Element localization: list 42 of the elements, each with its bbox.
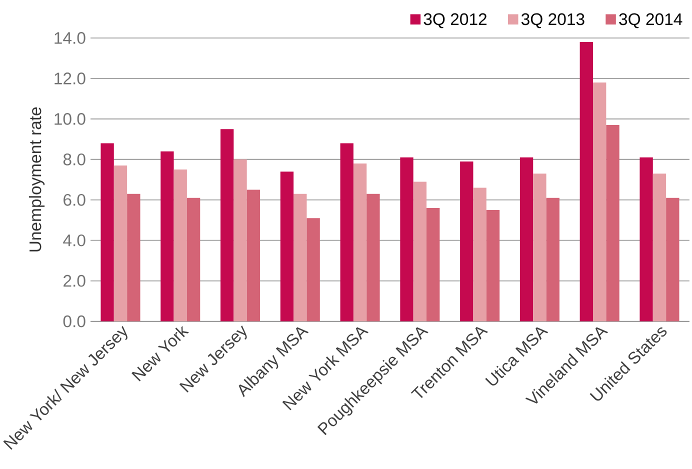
bar <box>246 190 260 322</box>
y-tick-label: 14.0 <box>54 32 86 44</box>
bar <box>606 124 620 322</box>
bar <box>400 157 414 322</box>
legend-label: 3Q 2014 <box>619 13 682 28</box>
bar <box>473 188 486 322</box>
bar <box>220 128 234 322</box>
bar <box>666 198 680 322</box>
y-tick-label: 6.0 <box>64 194 86 206</box>
bar <box>127 194 140 322</box>
bar <box>580 42 594 322</box>
bar <box>486 210 500 322</box>
bar <box>114 165 128 322</box>
y-tick-label: 4.0 <box>63 234 86 246</box>
bar <box>174 169 187 322</box>
bar <box>306 218 320 322</box>
bar <box>340 143 354 322</box>
bar <box>186 198 200 322</box>
bar <box>366 194 380 322</box>
y-tick-label: 0.0 <box>63 315 86 328</box>
bar <box>593 82 606 322</box>
bar <box>460 161 474 322</box>
y-tick-label: 12.0 <box>54 72 86 84</box>
bar <box>426 208 440 322</box>
bar <box>100 143 114 322</box>
bar <box>160 151 174 322</box>
bar <box>546 198 560 322</box>
bar <box>640 157 653 322</box>
y-tick-label: 10.0 <box>54 112 86 125</box>
bar <box>520 157 534 322</box>
legend-label: 3Q 2012 <box>424 13 486 28</box>
y-tick-label: 8.0 <box>63 153 86 166</box>
y-tick-label: 2.0 <box>64 274 86 287</box>
bar <box>353 163 367 322</box>
bar <box>413 181 427 322</box>
bar <box>294 194 307 322</box>
y-axis-title: Unemployment rate <box>28 107 45 252</box>
bar <box>533 173 546 322</box>
bar <box>234 159 247 322</box>
bar <box>280 171 294 322</box>
legend-label: 3Q 2013 <box>521 13 584 28</box>
bar <box>652 173 666 322</box>
